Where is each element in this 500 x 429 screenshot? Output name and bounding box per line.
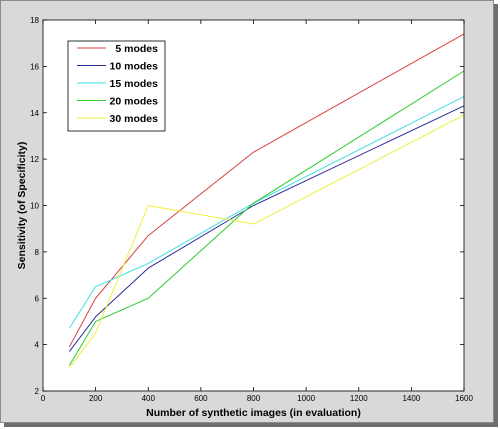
x-tick-label: 0 bbox=[41, 394, 46, 403]
legend-label-5: 30 modes bbox=[110, 113, 159, 125]
figure-frame: 0 200 400 600 800 1000 1200 1400 1600 2 4 6 8 10 12 14 1… bbox=[0, 0, 494, 423]
series-line-2 bbox=[68, 105, 465, 352]
legend-label-2: 10 modes bbox=[110, 61, 159, 73]
x-tick-label: 600 bbox=[194, 394, 208, 403]
y-tick-label: 4 bbox=[35, 341, 40, 350]
series-line-5 bbox=[68, 114, 465, 369]
series-line-3 bbox=[68, 96, 465, 329]
axis-layer: 0 200 400 600 800 1000 1200 1400 1600 2 4 6 8 10 12 14 1… bbox=[30, 16, 473, 403]
x-tick-label: 1200 bbox=[350, 394, 368, 403]
y-tick-label: 6 bbox=[35, 294, 40, 303]
legend-label-1: 5 modes bbox=[115, 43, 158, 55]
legend-box bbox=[67, 40, 166, 132]
y-tick-label: 18 bbox=[30, 16, 39, 25]
legend-label-3: 15 modes bbox=[110, 78, 159, 90]
series-layer bbox=[68, 33, 465, 369]
series-line-1 bbox=[68, 33, 465, 348]
y-tick-label: 12 bbox=[30, 155, 39, 164]
series-line-4 bbox=[68, 70, 465, 366]
y-axis-title: Sensitivity (of Specificity) bbox=[16, 142, 28, 270]
y-tick-label: 8 bbox=[35, 248, 40, 257]
line-chart: 0 200 400 600 800 1000 1200 1400 1600 2 4 6 8 10 12 14 1… bbox=[16, 16, 473, 419]
x-axis-title: Number of synthetic images (in evaluatio… bbox=[146, 407, 361, 419]
y-tick-label: 14 bbox=[30, 109, 39, 118]
x-tick-label: 1600 bbox=[455, 394, 473, 403]
legend: 5 modes 10 modes 15 modes 20 modes 30 modes bbox=[67, 40, 166, 132]
legend-label-4: 20 modes bbox=[110, 96, 159, 108]
x-tick-label: 400 bbox=[142, 394, 156, 403]
y-tick-label: 10 bbox=[30, 202, 39, 211]
x-tick-label: 1400 bbox=[402, 394, 420, 403]
y-tick-label: 16 bbox=[30, 62, 39, 71]
y-tick-label: 2 bbox=[35, 387, 40, 396]
x-tick-label: 1000 bbox=[297, 394, 315, 403]
x-tick-label: 800 bbox=[247, 394, 261, 403]
x-tick-label: 200 bbox=[89, 394, 103, 403]
